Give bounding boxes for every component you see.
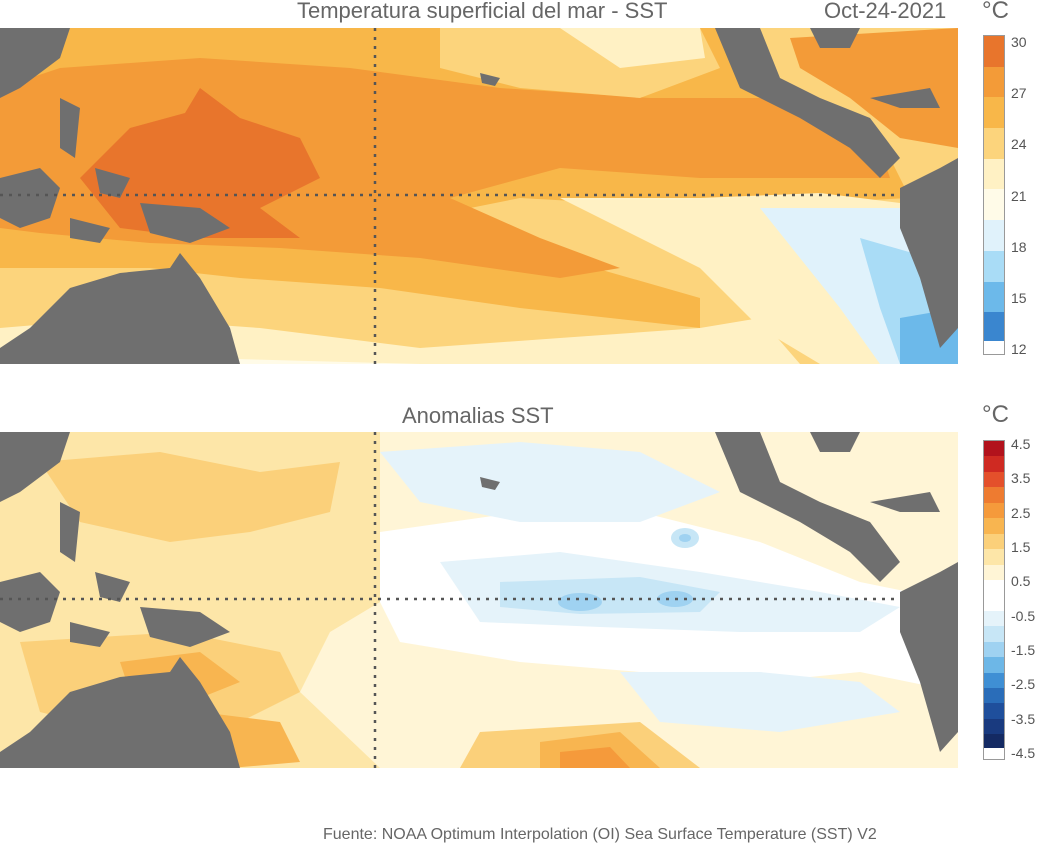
sst-map (0, 28, 958, 364)
anomaly-colorbar-band (984, 518, 1004, 534)
sst-colorbar-tick: 30 (1011, 34, 1027, 50)
anomaly-colorbar (983, 440, 1005, 760)
sst-colorbar-band (984, 66, 1004, 98)
anomaly-colorbar-tick: -1.5 (1011, 642, 1036, 658)
anomaly-colorbar-band (984, 549, 1004, 565)
anomaly-colorbar-band (984, 641, 1004, 658)
anomaly-colorbar-band (984, 441, 1004, 457)
anomaly-colorbar-band (984, 703, 1004, 719)
sst-colorbar-band (984, 312, 1004, 341)
sst-colorbar-band (984, 189, 1004, 221)
sst-colorbar-band (984, 36, 1004, 67)
anomaly-colorbar-band (984, 564, 1004, 580)
anomaly-colorbar-band (984, 471, 1004, 488)
anomaly-colorbar-band (984, 579, 1004, 596)
sst-date: Oct-24-2021 (824, 0, 947, 23)
sst-unit: °C (982, 0, 1009, 24)
anomaly-colorbar-tick: 1.5 (1011, 539, 1031, 555)
anomaly-colorbar-tick: -3.5 (1011, 710, 1036, 727)
anomaly-colorbar-band (984, 456, 1004, 472)
sst-colorbar-band (984, 281, 1004, 313)
anomaly-title: Anomalias SST (402, 403, 554, 428)
anomaly-colorbar-tick: 4.5 (1011, 436, 1031, 452)
anomaly-colorbar-tick: 2.5 (1011, 504, 1031, 521)
anomaly-map (0, 432, 958, 768)
anomaly-unit: °C (982, 401, 1009, 428)
sst-colorbar-tick: 12 (1011, 341, 1027, 357)
anomaly-colorbar-tick: -2.5 (1011, 676, 1036, 693)
anomaly-colorbar-band (984, 502, 1004, 519)
anomaly-colorbar-band (984, 688, 1004, 704)
anomaly-colorbar-tick: 3.5 (1011, 470, 1031, 487)
anomaly-colorbar-band (984, 657, 1004, 673)
anomaly-colorbar-band (984, 672, 1004, 688)
sst-colorbar (983, 35, 1005, 355)
anomaly-colorbar-band (984, 718, 1004, 735)
source-note: Fuente: NOAA Optimum Interpolation (OI) … (323, 826, 877, 843)
anomaly-colorbar-band (984, 487, 1004, 503)
anomaly-colorbar-tick: -4.5 (1011, 745, 1036, 761)
sst-colorbar-tick: 27 (1011, 85, 1027, 102)
sst-colorbar-tick: 21 (1011, 187, 1027, 204)
sst-colorbar-tick: 24 (1011, 136, 1027, 153)
anomaly-colorbar-band (984, 626, 1004, 642)
sst-colorbar-band (984, 128, 1004, 159)
sst-title: Temperatura superficial del mar - SST (297, 0, 668, 23)
anomaly-colorbar-tick: 0.5 (1011, 573, 1031, 590)
sst-colorbar-band (984, 250, 1004, 282)
sst-colorbar-band (984, 97, 1004, 129)
anomaly-colorbar-band (984, 734, 1004, 748)
anomaly-colorbar-band (984, 533, 1004, 550)
anomaly-colorbar-band (984, 595, 1004, 611)
sst-colorbar-band (984, 220, 1004, 251)
anomaly-colorbar-band (984, 610, 1004, 627)
sst-colorbar-tick: 18 (1011, 238, 1027, 255)
sst-colorbar-tick: 15 (1011, 289, 1027, 306)
sst-colorbar-band (984, 158, 1004, 190)
anomaly-colorbar-tick: -0.5 (1011, 607, 1036, 624)
